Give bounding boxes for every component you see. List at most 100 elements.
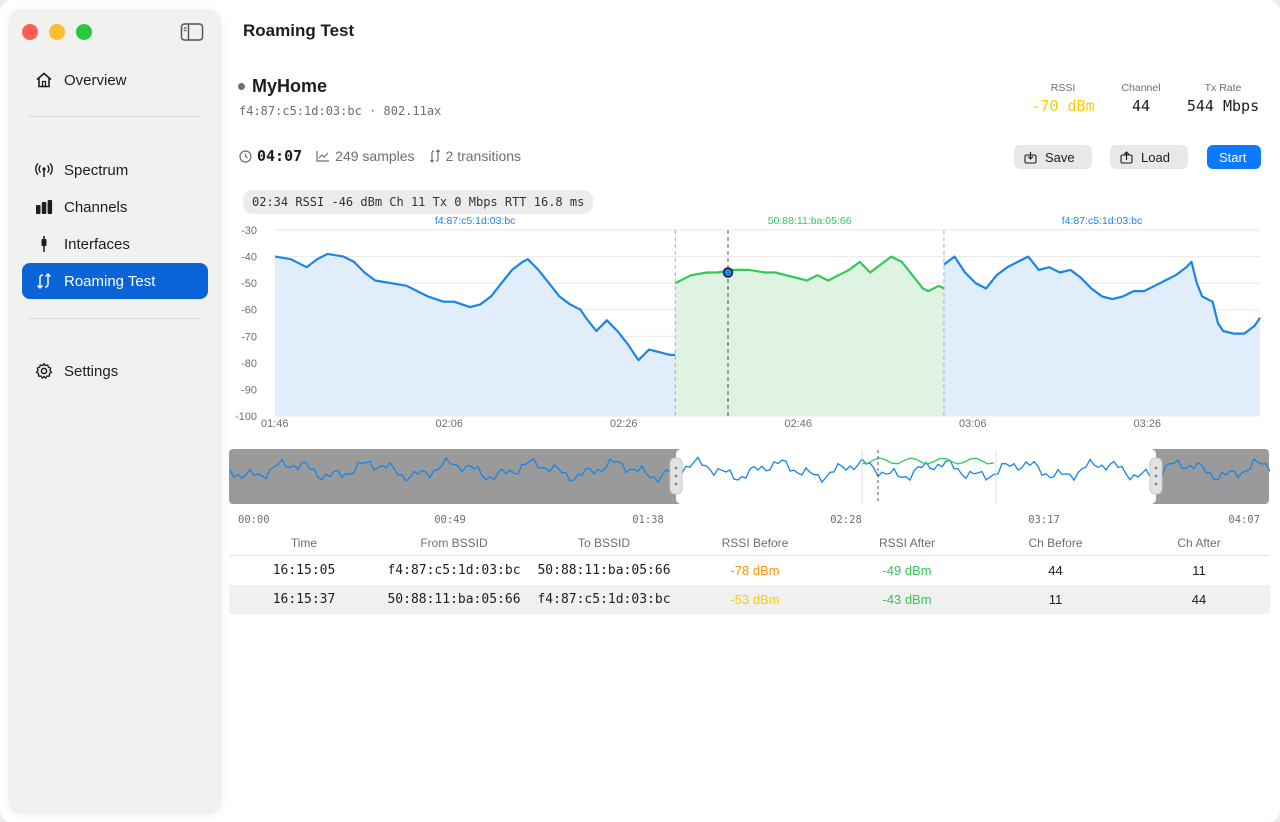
network-subtitle: f4:87:c5:1d:03:bc · 802.11ax [239, 104, 442, 118]
sidebar-item-label: Interfaces [64, 235, 130, 253]
channel-value: 44 [1131, 97, 1151, 115]
minimize-window-button[interactable] [49, 24, 65, 40]
cell-ch-after: 44 [1191, 592, 1207, 607]
handle-grip-dot [674, 474, 678, 478]
sidebar-divider [28, 318, 202, 319]
y-tick-label: -100 [235, 411, 257, 423]
close-window-button[interactable] [22, 24, 38, 40]
rssi-label: RSSI [1050, 82, 1076, 94]
sidebar-item-label: Settings [64, 362, 119, 380]
handle-grip-dot [1154, 482, 1158, 486]
cell-ch-before: 44 [1048, 563, 1063, 578]
clock-icon [239, 149, 252, 163]
roaming-arrows-icon [429, 149, 440, 163]
sidebar-item-label: Overview [64, 71, 127, 89]
x-tick-label: 02:06 [436, 418, 464, 430]
start-button[interactable]: Start [1207, 145, 1261, 169]
gear-icon [34, 361, 54, 381]
sidebar-item-label: Roaming Test [64, 272, 156, 290]
y-tick-label: -40 [241, 252, 257, 264]
sidebar: Overview Spectrum Channels Interfaces [10, 10, 220, 812]
y-tick-label: -60 [241, 305, 257, 317]
sidebar-item-interfaces[interactable]: Interfaces [22, 226, 208, 262]
handle-grip-dot [674, 482, 678, 486]
col-rssi-after[interactable]: RSSI After [878, 536, 936, 550]
cell-rssi-after: -49 dBm [882, 563, 932, 578]
series-area-2 [943, 256, 1260, 416]
rssi-chart[interactable]: -30 -40 -50 -60 -70 -80 -90 -100 01:46 02:06 02:26… [228, 212, 1270, 434]
samples-text: 249 samples [335, 148, 415, 164]
x-tick-label: 02:46 [785, 418, 813, 430]
col-ch-before[interactable]: Ch Before [1028, 536, 1083, 550]
table-row[interactable]: 16:15:05 f4:87:c5:1d:03:bc 50:88:11:ba:0… [229, 556, 1270, 585]
network-ssid: MyHome [252, 76, 328, 96]
x-tick-label: 02:26 [610, 418, 638, 430]
roaming-arrows-icon [34, 271, 54, 291]
chart-tooltip: 02:34 RSSI -46 dBm Ch 11 Tx 0 Mbps RTT 1… [243, 190, 594, 214]
timeline-overview[interactable] [228, 448, 1270, 506]
sidebar-item-overview[interactable]: Overview [22, 62, 208, 98]
start-label: Start [1219, 149, 1247, 165]
overview-selection [676, 449, 1156, 504]
cell-rssi-after: -43 dBm [882, 592, 932, 607]
segment-bssid-label: 50:88:11:ba:05:66 [768, 215, 852, 227]
transitions-table: Time From BSSID To BSSID RSSI Before RSS… [229, 531, 1270, 614]
col-rssi-before[interactable]: RSSI Before [721, 536, 789, 550]
overview-tick-label: 02:28 [830, 514, 862, 526]
sidebar-item-label: Spectrum [64, 161, 129, 179]
series-area-1 [675, 256, 944, 416]
load-icon [1120, 150, 1133, 164]
tx-rate-value: 544 Mbps [1186, 97, 1260, 115]
overview-tick-label: 00:49 [434, 514, 466, 526]
cell-ch-before: 11 [1048, 592, 1063, 607]
sidebar-toggle-icon[interactable] [180, 22, 204, 42]
elapsed-time: 04:07 [239, 147, 302, 165]
col-to-bssid[interactable]: To BSSID [577, 536, 631, 550]
sidebar-item-spectrum[interactable]: Spectrum [22, 152, 208, 188]
channel-metric: Channel 44 [1114, 82, 1168, 115]
segment-bssid-label: f4:87:c5:1d:03:bc [1062, 215, 1143, 227]
zoom-window-button[interactable] [76, 24, 92, 40]
sidebar-item-roaming-test[interactable]: Roaming Test [22, 263, 208, 299]
overview-tick-label: 04:07 [1228, 514, 1260, 526]
table-row[interactable]: 16:15:37 50:88:11:ba:05:66 f4:87:c5:1d:0… [229, 585, 1270, 614]
stats-row: 04:07 249 samples 2 transitions [239, 147, 535, 165]
overview-tick-label: 00:00 [238, 514, 270, 526]
antenna-icon [34, 160, 54, 180]
load-label: Load [1141, 149, 1170, 165]
handle-grip-dot [674, 466, 678, 470]
sidebar-divider [28, 116, 202, 117]
sidebar-item-settings[interactable]: Settings [22, 353, 208, 389]
col-time[interactable]: Time [290, 536, 318, 550]
col-ch-after[interactable]: Ch After [1177, 536, 1221, 550]
cell-from-bssid: f4:87:c5:1d:03:bc [387, 563, 521, 578]
hover-cursor-point [722, 267, 734, 278]
page-title: Roaming Test [243, 21, 355, 40]
elapsed-value: 04:07 [257, 147, 303, 165]
y-tick-label: -80 [241, 358, 257, 370]
sample-count: 249 samples [316, 148, 415, 164]
col-from-bssid[interactable]: From BSSID [420, 536, 488, 550]
transitions-text: 2 transitions [445, 148, 522, 164]
y-tick-label: -90 [241, 384, 257, 396]
save-label: Save [1045, 149, 1075, 165]
save-icon [1024, 151, 1037, 164]
series-line-1 [674, 255, 945, 293]
load-button[interactable]: Load [1110, 145, 1188, 169]
sidebar-item-channels[interactable]: Channels [22, 189, 208, 225]
series-area-0 [275, 253, 676, 416]
save-button[interactable]: Save [1014, 145, 1092, 169]
series-line-2 [943, 255, 1261, 335]
channel-label: Channel [1121, 82, 1161, 94]
cell-from-bssid: 50:88:11:ba:05:66 [387, 592, 521, 607]
transition-count: 2 transitions [429, 148, 521, 164]
rssi-metric: RSSI -70 dBm [1030, 82, 1096, 115]
x-tick-label: 01:46 [261, 418, 289, 430]
segment-bssid-label: f4:87:c5:1d:03:bc [435, 215, 516, 227]
cell-ch-after: 11 [1192, 563, 1206, 578]
cell-rssi-before: -53 dBm [730, 592, 780, 607]
timeline-axis: 00:00 00:49 01:38 02:28 03:17 04:07 [238, 514, 1260, 526]
cell-to-bssid: f4:87:c5:1d:03:bc [537, 592, 671, 607]
tx-rate-label: Tx Rate [1204, 82, 1242, 94]
